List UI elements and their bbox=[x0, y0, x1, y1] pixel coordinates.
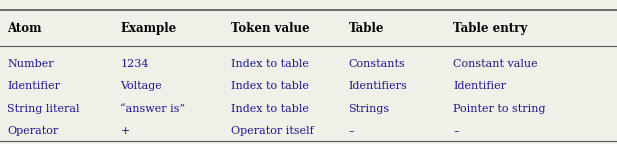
Text: –: – bbox=[349, 126, 354, 136]
Text: Identifier: Identifier bbox=[453, 81, 507, 91]
Text: Atom: Atom bbox=[7, 22, 42, 35]
Text: Operator: Operator bbox=[7, 126, 59, 136]
Text: 1234: 1234 bbox=[120, 59, 149, 69]
Text: Voltage: Voltage bbox=[120, 81, 162, 91]
Text: “answer is”: “answer is” bbox=[120, 104, 186, 114]
Text: Constant value: Constant value bbox=[453, 59, 538, 69]
Text: Table: Table bbox=[349, 22, 384, 35]
Text: Index to table: Index to table bbox=[231, 104, 309, 114]
Text: Pointer to string: Pointer to string bbox=[453, 104, 546, 114]
Text: Number: Number bbox=[7, 59, 54, 69]
Text: Operator itself: Operator itself bbox=[231, 126, 314, 136]
Text: Constants: Constants bbox=[349, 59, 405, 69]
Text: Example: Example bbox=[120, 22, 176, 35]
Text: Token value: Token value bbox=[231, 22, 310, 35]
Text: Index to table: Index to table bbox=[231, 59, 309, 69]
Text: Index to table: Index to table bbox=[231, 81, 309, 91]
Text: –: – bbox=[453, 126, 459, 136]
Text: Identifier: Identifier bbox=[7, 81, 60, 91]
Text: Identifiers: Identifiers bbox=[349, 81, 407, 91]
Text: +: + bbox=[120, 126, 130, 136]
Text: String literal: String literal bbox=[7, 104, 80, 114]
Text: Table entry: Table entry bbox=[453, 22, 528, 35]
Text: Strings: Strings bbox=[349, 104, 390, 114]
